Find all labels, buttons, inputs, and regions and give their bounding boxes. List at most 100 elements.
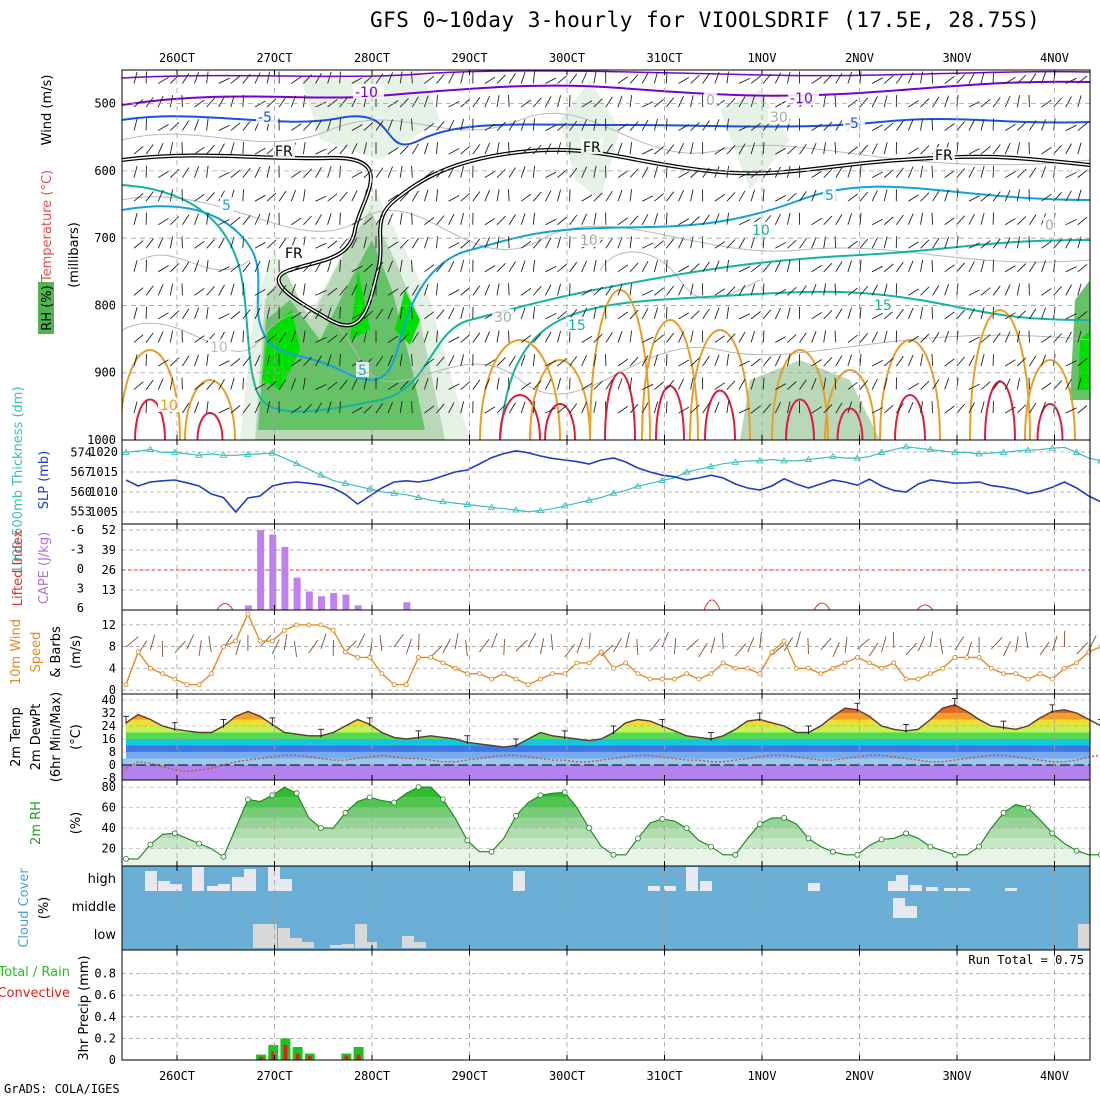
wind-barb <box>871 237 878 249</box>
wind-barb <box>545 313 557 320</box>
wind-barb <box>411 190 419 202</box>
wind-speed-marker <box>1037 671 1043 677</box>
wind-barb <box>266 71 271 84</box>
contour-label: 10 <box>580 233 598 249</box>
wind-speed-marker <box>623 660 629 666</box>
wind-barb <box>750 377 756 390</box>
wind-barb <box>859 333 869 343</box>
rh-shade-light <box>300 70 440 160</box>
wind-barb <box>532 165 536 178</box>
precip-convective-bar <box>271 1051 276 1060</box>
wind-barb <box>871 265 883 273</box>
rh-marker <box>878 836 885 843</box>
wind-barb-10m <box>293 641 298 658</box>
wind-speed-marker <box>379 671 385 677</box>
wind-barb <box>908 100 919 108</box>
wind-barb <box>218 124 230 131</box>
wind-barb <box>242 356 251 367</box>
wind-barb <box>303 403 312 414</box>
slp-line <box>125 449 1100 514</box>
wind-barb <box>1004 76 1016 84</box>
wind-barb <box>847 213 853 225</box>
wind-barb <box>726 212 730 225</box>
wind-barb <box>786 259 791 272</box>
wind-barb <box>363 283 368 296</box>
wind-barb <box>206 239 215 249</box>
wind-barb <box>678 312 690 320</box>
wind-barb <box>968 242 980 249</box>
wind-barb <box>218 378 225 390</box>
wind-speed-marker <box>781 638 787 644</box>
wind-speed-marker <box>708 671 714 677</box>
wind-barb <box>520 401 526 414</box>
wind-barb <box>799 144 807 155</box>
wind-barb <box>520 307 526 320</box>
cloud-bar-high <box>686 867 698 891</box>
contour-label: 10 <box>210 340 228 356</box>
wind-barb <box>206 97 215 108</box>
wind-barb <box>545 218 557 226</box>
wind-barb <box>520 99 532 108</box>
wind-barb-10m <box>1025 632 1029 649</box>
wind-barb <box>242 189 244 202</box>
wind-barb <box>557 122 567 131</box>
wind-barb <box>726 165 730 178</box>
wind-speed-line <box>125 612 1100 686</box>
wind-barb <box>254 72 261 84</box>
wind-barb <box>182 308 190 320</box>
wind-barb <box>399 380 409 390</box>
wind-barb <box>532 71 536 84</box>
y-tick-label: 40 <box>102 693 116 707</box>
contour-label: 10 <box>752 223 770 239</box>
wind-barb <box>678 359 690 367</box>
wind-barb <box>593 354 597 367</box>
wind-barb <box>363 142 368 155</box>
wind-barb <box>496 142 500 155</box>
wind-barb <box>315 261 322 273</box>
wind-barb <box>678 218 690 226</box>
wind-speed-marker <box>562 671 568 677</box>
wind-barb <box>654 287 664 296</box>
wind-barb <box>1004 171 1016 179</box>
wind-barb <box>1041 166 1047 178</box>
temp-band-cool <box>122 758 1090 765</box>
x-date-label-top: 31OCT <box>646 51 682 65</box>
wind-barb-10m <box>465 640 468 657</box>
temperature-contour-warm <box>122 349 181 440</box>
wind-barb <box>327 260 332 272</box>
y-tick-label: 0 <box>109 758 116 772</box>
temperature-contour <box>499 290 1090 440</box>
wind-speed-marker <box>342 649 348 655</box>
wind-barb <box>230 236 235 249</box>
wind-barb <box>399 98 409 108</box>
wind-barb <box>593 307 597 319</box>
wind-barb <box>666 379 675 390</box>
wind-barb <box>871 190 878 202</box>
wind-barb <box>762 73 772 84</box>
wind-barb <box>1065 143 1072 155</box>
thickness-marker <box>682 468 691 475</box>
wind-barb <box>762 168 772 178</box>
wind-barb <box>714 401 720 414</box>
wind-barb <box>762 377 765 390</box>
wind-barb <box>1016 121 1027 131</box>
wind-barb <box>424 217 435 226</box>
y-tick-label: 0 <box>109 683 116 697</box>
wind-barb <box>448 101 460 108</box>
wind-barb-10m <box>320 633 327 650</box>
wind-barb <box>1089 223 1090 225</box>
wind-barb <box>339 401 341 414</box>
wind-barb <box>339 238 348 249</box>
temperature-contour-warm <box>824 369 876 440</box>
wind-barb <box>339 71 341 84</box>
wind-barb <box>1053 380 1062 390</box>
wind-barb <box>617 170 629 179</box>
wind-barb <box>460 192 471 202</box>
wind-barb <box>508 283 510 296</box>
wind-barb <box>859 401 862 414</box>
wind-speed-marker <box>732 665 738 671</box>
wind-barb <box>883 310 894 320</box>
wind-barb <box>266 192 277 202</box>
wind-barb <box>593 165 597 178</box>
